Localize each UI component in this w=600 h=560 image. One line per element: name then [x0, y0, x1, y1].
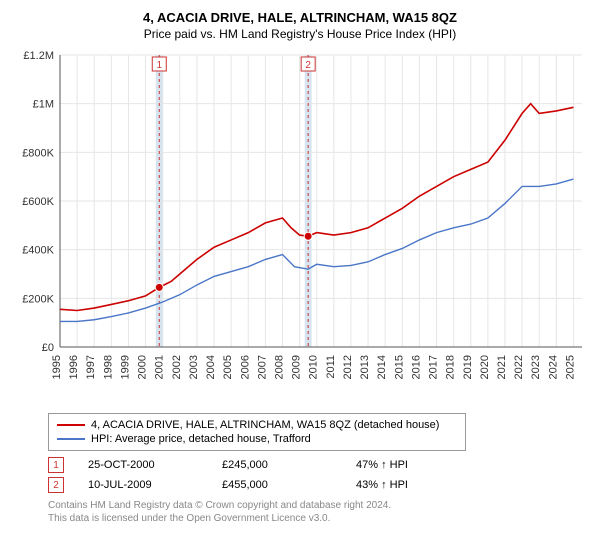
- chart-plot: £0 £200K £400K £600K £800K £1M £1.2M 1995 1996 19…: [12, 47, 588, 407]
- svg-text:2007: 2007: [256, 355, 268, 379]
- svg-text:2012: 2012: [342, 355, 354, 379]
- svg-text:2006: 2006: [239, 355, 251, 379]
- svg-text:2005: 2005: [222, 355, 234, 379]
- chart-subtitle: Price paid vs. HM Land Registry's House …: [12, 27, 588, 41]
- svg-text:2009: 2009: [291, 355, 303, 379]
- svg-text:2018: 2018: [445, 355, 457, 379]
- event-date: 10-JUL-2009: [88, 479, 198, 491]
- svg-text:2025: 2025: [564, 355, 576, 379]
- svg-text:1998: 1998: [102, 355, 114, 379]
- svg-text:2020: 2020: [479, 355, 491, 379]
- svg-text:2010: 2010: [308, 355, 320, 379]
- svg-text:2021: 2021: [496, 355, 508, 379]
- svg-text:2002: 2002: [171, 355, 183, 379]
- svg-text:2000: 2000: [137, 355, 149, 379]
- svg-text:2004: 2004: [205, 355, 217, 379]
- svg-text:2019: 2019: [462, 355, 474, 379]
- svg-text:2013: 2013: [359, 355, 371, 379]
- event-price: £455,000: [222, 479, 332, 491]
- footer-line1: Contains HM Land Registry data © Crown c…: [48, 499, 588, 512]
- svg-text:2015: 2015: [393, 355, 405, 379]
- svg-text:£200K: £200K: [22, 293, 54, 305]
- svg-text:2023: 2023: [530, 355, 542, 379]
- svg-text:1: 1: [156, 60, 162, 71]
- svg-text:£400K: £400K: [22, 245, 54, 257]
- legend-swatch: [57, 424, 85, 426]
- svg-text:£1.2M: £1.2M: [23, 50, 54, 62]
- svg-text:2024: 2024: [547, 355, 559, 379]
- footer-attribution: Contains HM Land Registry data © Crown c…: [48, 499, 588, 525]
- event-marker: 2: [48, 477, 64, 493]
- svg-text:2022: 2022: [513, 355, 525, 379]
- svg-text:£0: £0: [42, 342, 54, 354]
- svg-text:1999: 1999: [119, 355, 131, 379]
- legend-item: 4, ACACIA DRIVE, HALE, ALTRINCHAM, WA15 …: [57, 418, 457, 432]
- chart-title: 4, ACACIA DRIVE, HALE, ALTRINCHAM, WA15 …: [12, 10, 588, 25]
- event-table: 1 25-OCT-2000 £245,000 47% ↑ HPI 2 10-JUL-200…: [48, 455, 588, 495]
- svg-text:2016: 2016: [410, 355, 422, 379]
- svg-text:2017: 2017: [428, 355, 440, 379]
- legend-swatch: [57, 438, 85, 440]
- event-row: 1 25-OCT-2000 £245,000 47% ↑ HPI: [48, 455, 588, 475]
- event-row: 2 10-JUL-2009 £455,000 43% ↑ HPI: [48, 475, 588, 495]
- legend-label: 4, ACACIA DRIVE, HALE, ALTRINCHAM, WA15 …: [91, 419, 439, 431]
- svg-text:2001: 2001: [154, 355, 166, 379]
- legend: 4, ACACIA DRIVE, HALE, ALTRINCHAM, WA15 …: [48, 413, 466, 451]
- svg-text:1995: 1995: [51, 355, 63, 379]
- svg-text:£800K: £800K: [22, 147, 54, 159]
- svg-text:2003: 2003: [188, 355, 200, 379]
- event-date: 25-OCT-2000: [88, 459, 198, 471]
- event-price: £245,000: [222, 459, 332, 471]
- footer-line2: This data is licensed under the Open Gov…: [48, 512, 588, 525]
- svg-text:1996: 1996: [68, 355, 80, 379]
- svg-text:2014: 2014: [376, 355, 388, 379]
- svg-text:1997: 1997: [85, 355, 97, 379]
- legend-label: HPI: Average price, detached house, Traf…: [91, 433, 311, 445]
- svg-text:2011: 2011: [325, 355, 337, 379]
- event-delta: 47% ↑ HPI: [356, 459, 466, 471]
- svg-text:2008: 2008: [273, 355, 285, 379]
- svg-text:£1M: £1M: [33, 99, 54, 111]
- chart-container: 4, ACACIA DRIVE, HALE, ALTRINCHAM, WA15 …: [0, 0, 600, 529]
- event-marker: 1: [48, 457, 64, 473]
- svg-text:£600K: £600K: [22, 196, 54, 208]
- event-delta: 43% ↑ HPI: [356, 479, 466, 491]
- legend-item: HPI: Average price, detached house, Traf…: [57, 432, 457, 446]
- svg-text:2: 2: [305, 60, 311, 71]
